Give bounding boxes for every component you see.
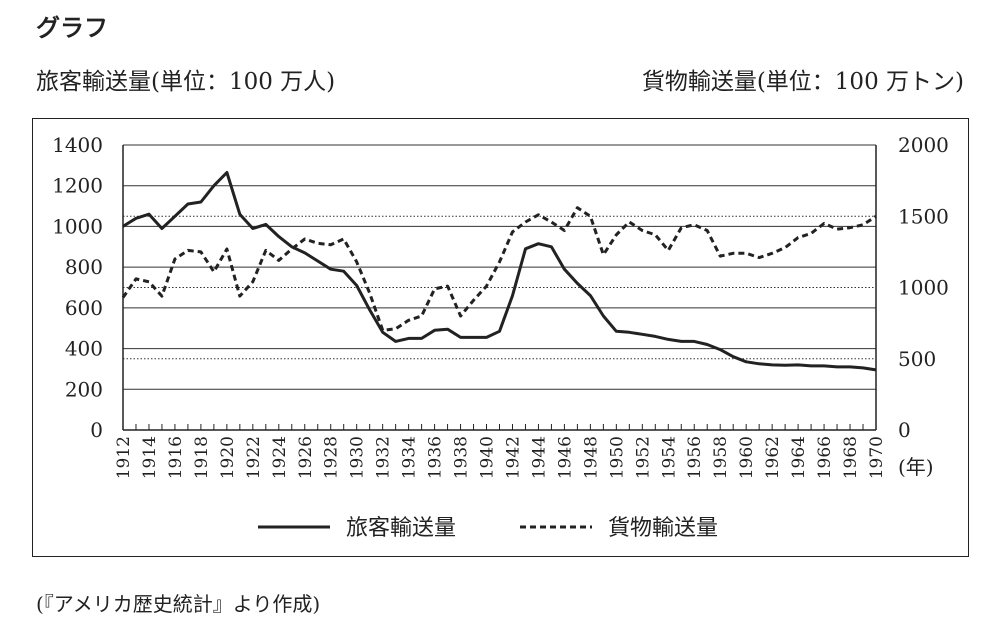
x-tick-label: 1960 — [737, 436, 757, 479]
left-tick-label: 400 — [65, 337, 103, 361]
x-tick-label: 1938 — [452, 436, 472, 479]
right-axis-unit-label: 貨物輸送量(単位：100 万トン) — [641, 69, 964, 95]
grid — [123, 144, 876, 390]
x-axis-unit: (年) — [898, 455, 934, 479]
axes — [122, 145, 877, 431]
left-tick-label: 1400 — [52, 133, 103, 157]
left-tick-label: 1200 — [52, 174, 103, 198]
x-tick-label: 1914 — [140, 436, 160, 479]
x-tick-label: 1932 — [374, 436, 394, 479]
x-tick-label: 1924 — [270, 436, 290, 479]
right-tick-label: 1000 — [898, 276, 949, 300]
x-tick-label: 1956 — [685, 436, 705, 479]
left-tick-label: 200 — [65, 377, 103, 401]
x-tick-label: 1942 — [503, 436, 523, 479]
series-line-1 — [122, 171, 877, 372]
x-tick-label: 1940 — [478, 436, 498, 479]
x-tick-label: 1964 — [789, 436, 809, 479]
right-tick-label: 1500 — [898, 204, 949, 228]
tick-labels: 1400120010008006004002000200015001000500… — [52, 133, 949, 479]
x-tick-label: 1934 — [400, 436, 420, 479]
x-tick-label: 1926 — [296, 436, 316, 479]
legend-label-1: 旅客輸送量 — [346, 516, 456, 541]
legend-label-2: 貨物輸送量 — [608, 516, 718, 541]
x-tick-label: 1918 — [192, 436, 212, 479]
x-tick-label: 1922 — [244, 436, 264, 479]
left-tick-label: 600 — [65, 296, 103, 320]
source-note: (『アメリカ歴史統計』より作成) — [36, 592, 321, 616]
x-tick-label: 1912 — [114, 436, 134, 479]
left-tick-label: 800 — [65, 255, 103, 279]
left-tick-label: 1000 — [52, 214, 103, 238]
x-tick-label: 1966 — [815, 436, 835, 479]
x-tick-label: 1950 — [607, 436, 627, 479]
x-tick-label: 1968 — [841, 436, 861, 479]
right-tick-label: 2000 — [898, 133, 949, 157]
x-tick-label: 1920 — [218, 436, 238, 479]
chart-title: グラフ — [36, 14, 108, 42]
series-lines — [121, 171, 877, 372]
x-tick-label: 1958 — [711, 436, 731, 479]
right-tick-label: 500 — [898, 347, 936, 371]
x-tick-label: 1928 — [322, 436, 342, 479]
x-tick-label: 1916 — [166, 436, 186, 479]
x-tick-label: 1962 — [763, 436, 783, 479]
x-tick-label: 1930 — [348, 436, 368, 479]
left-axis-unit-label: 旅客輸送量(単位：100 万人) — [36, 69, 336, 95]
left-tick-label: 0 — [90, 418, 103, 442]
x-tick-label: 1954 — [659, 436, 679, 479]
chart-frame — [32, 118, 969, 557]
x-tick-label: 1936 — [426, 436, 446, 479]
legend: 旅客輸送量 貨物輸送量 — [258, 516, 718, 541]
x-tick-label: 1970 — [867, 436, 887, 479]
x-tick-label: 1948 — [581, 436, 601, 479]
x-tick-label: 1952 — [633, 436, 653, 479]
series-line-2 — [121, 206, 877, 332]
right-tick-label: 0 — [898, 418, 911, 442]
x-tick-label: 1946 — [555, 436, 575, 479]
x-tick-label: 1944 — [529, 436, 549, 479]
